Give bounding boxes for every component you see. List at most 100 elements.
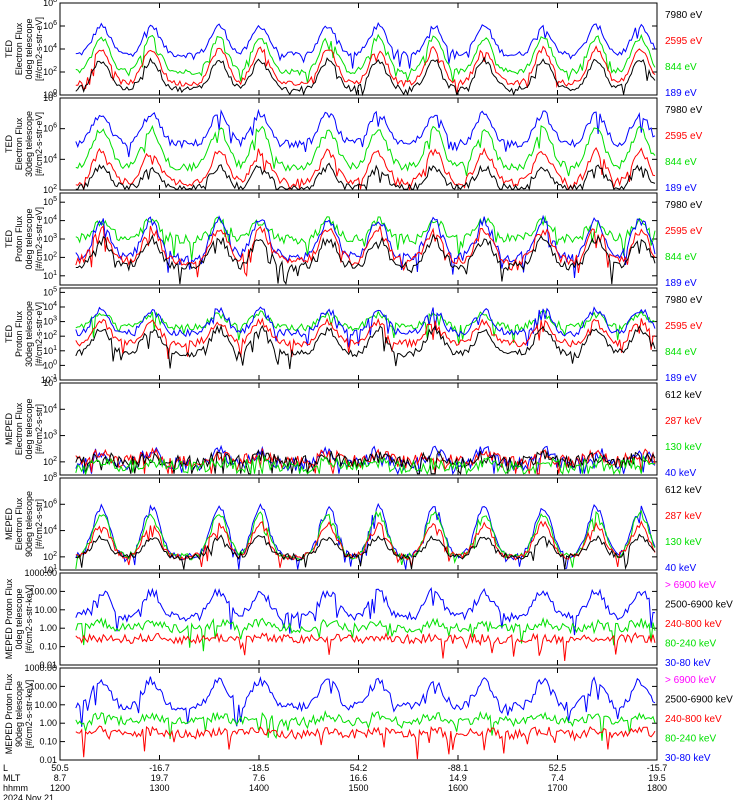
legend-entry: 40 keV — [665, 468, 696, 479]
series-line — [75, 124, 656, 177]
y-tick-label: 106 — [43, 123, 57, 134]
legend-entry: 2595 eV — [665, 321, 703, 332]
x-row-label: L — [3, 763, 8, 773]
y-tick-label: 0.10 — [39, 642, 57, 652]
y-tick-label: 104 — [43, 43, 57, 54]
x-tick-label: 1200 — [50, 783, 70, 793]
y-tick-label: 101 — [43, 270, 57, 281]
series-line — [75, 709, 656, 741]
y-tick-label: 100 — [43, 359, 57, 370]
y-axis-label: MEPED Proton Flux — [4, 673, 14, 754]
series-line — [75, 108, 656, 158]
y-tick-label: 106 — [43, 20, 57, 31]
legend-entry: 844 eV — [665, 62, 697, 73]
y-tick-label: 108 — [43, 472, 57, 483]
y-tick-label: 105 — [43, 286, 57, 297]
series-line — [75, 447, 656, 475]
y-axis-label: 0deg telescope — [24, 18, 34, 79]
y-axis-label: [#/cm2-s-str-eV] — [34, 17, 44, 81]
y-tick-label: 104 — [43, 525, 57, 536]
y-axis-label: 0deg telescope — [24, 398, 34, 459]
x-tick-label: 50.5 — [51, 763, 69, 773]
y-tick-label: 102 — [43, 551, 57, 562]
y-axis-label: 90deg telescope — [24, 491, 34, 557]
y-tick-label: 102 — [43, 456, 57, 467]
legend-entry: 30-80 keV — [665, 753, 711, 764]
series-line — [75, 233, 656, 285]
y-tick-label: 100 — [43, 89, 57, 100]
series-line — [75, 324, 656, 370]
x-tick-label: 7.6 — [253, 773, 266, 783]
series-line — [75, 616, 656, 652]
legend-entry: 844 eV — [665, 252, 697, 263]
x-tick-label: 8.7 — [54, 773, 67, 783]
y-axis-label: TED — [4, 134, 14, 153]
y-tick-label: 108 — [43, 92, 57, 103]
legend-entry: 7980 eV — [665, 295, 703, 306]
y-tick-label: 100.00 — [29, 681, 57, 691]
y-tick-label: 103 — [43, 316, 57, 327]
x-tick-label: 1400 — [249, 783, 269, 793]
y-tick-label: 0.01 — [39, 660, 57, 670]
series-line — [75, 56, 656, 97]
y-axis-label: 30deg telescope — [24, 301, 34, 367]
y-axis-label: TED — [4, 324, 14, 343]
legend-entry: 189 eV — [665, 278, 697, 289]
series-line — [75, 45, 656, 94]
legend-entry: 240-800 keV — [665, 714, 722, 725]
y-tick-label: 104 — [43, 403, 57, 414]
y-tick-label: 102 — [43, 184, 57, 195]
legend-entry: 189 eV — [665, 373, 697, 384]
series-line — [75, 306, 656, 348]
y-tick-label: 10.00 — [34, 700, 57, 710]
series-line — [75, 587, 656, 636]
y-tick-label: 103 — [43, 430, 57, 441]
legend-entry: 287 keV — [665, 416, 702, 427]
y-axis-label: [#/cm2-s-str-eV] — [34, 302, 44, 366]
legend-entry: 130 keV — [665, 442, 702, 453]
y-axis-label: [#/cm2-s-str] — [34, 499, 44, 549]
x-tick-label: -88.1 — [448, 763, 469, 773]
legend-entry: 2595 eV — [665, 36, 703, 47]
legend-entry: 2500-6900 keV — [665, 600, 733, 611]
y-axis-label: MEPED Proton Flux — [4, 578, 14, 659]
x-tick-label: 54.2 — [350, 763, 368, 773]
legend-entry: 287 keV — [665, 511, 702, 522]
y-axis-label: 30deg telescope — [24, 111, 34, 177]
y-tick-label: 105 — [43, 196, 57, 207]
series-line — [75, 725, 656, 760]
legend-entry: 844 eV — [665, 157, 697, 168]
series-line — [75, 675, 656, 727]
series-line — [75, 310, 656, 344]
y-tick-label: 102 — [43, 330, 57, 341]
legend-entry: 844 eV — [665, 347, 697, 358]
legend-entry: 189 eV — [665, 183, 697, 194]
series-line — [75, 147, 656, 191]
panel-frame — [59, 572, 658, 666]
x-tick-label: 1300 — [149, 783, 169, 793]
y-axis-label: 0deg telescope — [24, 208, 34, 269]
x-tick-label: 52.5 — [549, 763, 567, 773]
y-axis-label: 90deg telescope — [14, 681, 24, 747]
y-tick-label: 101 — [43, 564, 57, 575]
y-tick-label: 104 — [43, 301, 57, 312]
legend-entry: 80-240 keV — [665, 639, 716, 650]
legend-entry: 7980 eV — [665, 200, 703, 211]
y-axis-label: TED — [4, 229, 14, 248]
series-line — [75, 454, 656, 476]
y-tick-label: 103 — [43, 233, 57, 244]
series-line — [75, 22, 656, 69]
legend-entry: 130 keV — [665, 537, 702, 548]
x-row-label: hhmm — [3, 783, 28, 793]
legend-entry: > 6900 keV — [665, 675, 716, 686]
y-axis-label: [#/cm2-s-str] — [34, 404, 44, 454]
y-axis-label: MEPED — [4, 413, 14, 446]
legend-entry: 240-800 keV — [665, 619, 722, 630]
y-axis-label: [#/cm2-s-str-keV] — [24, 680, 34, 749]
y-axis-label: [#/cm2-s-str-keV] — [24, 585, 34, 654]
date-label: 2024 Nov 21 — [3, 793, 54, 800]
x-tick-label: 19.7 — [151, 773, 169, 783]
x-tick-label: 1600 — [448, 783, 468, 793]
series-line — [75, 632, 656, 662]
